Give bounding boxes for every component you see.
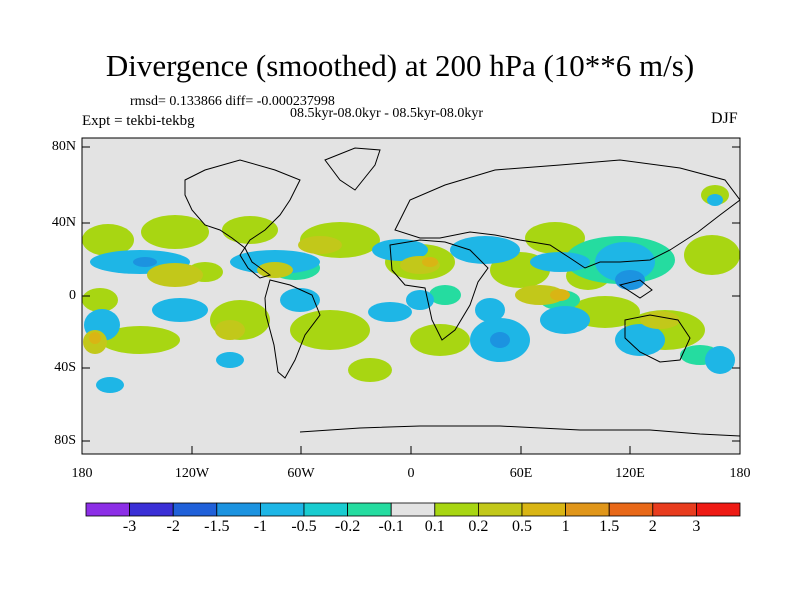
lat-label-40s: 40S — [54, 360, 76, 375]
stats-line: rmsd= 0.133866 diff= -0.000237998 — [130, 94, 335, 109]
colorbar-label: -1.5 — [204, 518, 230, 535]
colorbar-swatch — [652, 502, 697, 517]
colorbar-label: 0.5 — [512, 518, 532, 535]
colorbar-label: 0.2 — [468, 518, 489, 535]
colorbar — [85, 502, 741, 517]
lon-label-120w: 120W — [174, 466, 210, 481]
lon-label-60e: 60E — [509, 466, 533, 481]
lon-label-180w: 180 — [71, 466, 93, 481]
subtitle: 08.5kyr-08.0kyr - 08.5kyr-08.0kyr — [290, 106, 484, 121]
colorbar-swatch — [347, 502, 392, 517]
colorbar-label: -0.5 — [291, 518, 317, 535]
colorbar-label: -0.2 — [334, 518, 361, 535]
map-title: Divergence (smoothed) at 200 hPa (10**6 … — [105, 48, 695, 83]
colorbar-swatch — [434, 502, 479, 517]
colorbar-label: -2 — [166, 518, 180, 535]
lon-label-0: 0 — [407, 466, 415, 481]
lat-label-0: 0 — [69, 288, 76, 303]
lon-label-60w: 60W — [287, 466, 315, 481]
colorbar-swatch — [172, 502, 218, 517]
colorbar-label: -0.1 — [378, 518, 404, 535]
colorbar-label: -1 — [253, 518, 268, 535]
season-label: DJF — [711, 110, 738, 127]
colorbar-swatch — [608, 502, 654, 517]
colorbar-swatch — [390, 502, 436, 517]
experiment-label: Expt = tekbi-tekbg — [82, 113, 195, 129]
colorbar-label: -3 — [122, 518, 137, 535]
lat-label-80s: 80S — [54, 433, 76, 448]
lat-label-40n: 40N — [51, 215, 76, 230]
colorbar-swatch — [565, 502, 610, 517]
axis-ticks — [81, 146, 741, 454]
colorbar-label: 2 — [648, 518, 657, 535]
coastlines — [184, 147, 740, 437]
colorbar-swatch — [477, 502, 523, 517]
colorbar-swatch — [216, 502, 261, 517]
colorbar-label: 3 — [692, 518, 701, 535]
colorbar-swatch — [85, 502, 130, 517]
lat-label-80n: 80N — [51, 139, 76, 154]
colorbar-swatch — [129, 502, 174, 517]
colorbar-swatch — [303, 502, 348, 517]
colorbar-swatch — [259, 502, 305, 517]
colorbar-label: 1 — [561, 518, 570, 535]
colorbar-swatch — [696, 502, 741, 517]
colorbar-swatch — [521, 502, 566, 517]
divergence-field — [82, 185, 740, 393]
lon-label-120e: 120E — [615, 466, 645, 481]
colorbar-label: 1.5 — [599, 518, 620, 535]
lon-label-180e: 180 — [729, 466, 751, 481]
colorbar-label: 0.1 — [424, 518, 445, 535]
